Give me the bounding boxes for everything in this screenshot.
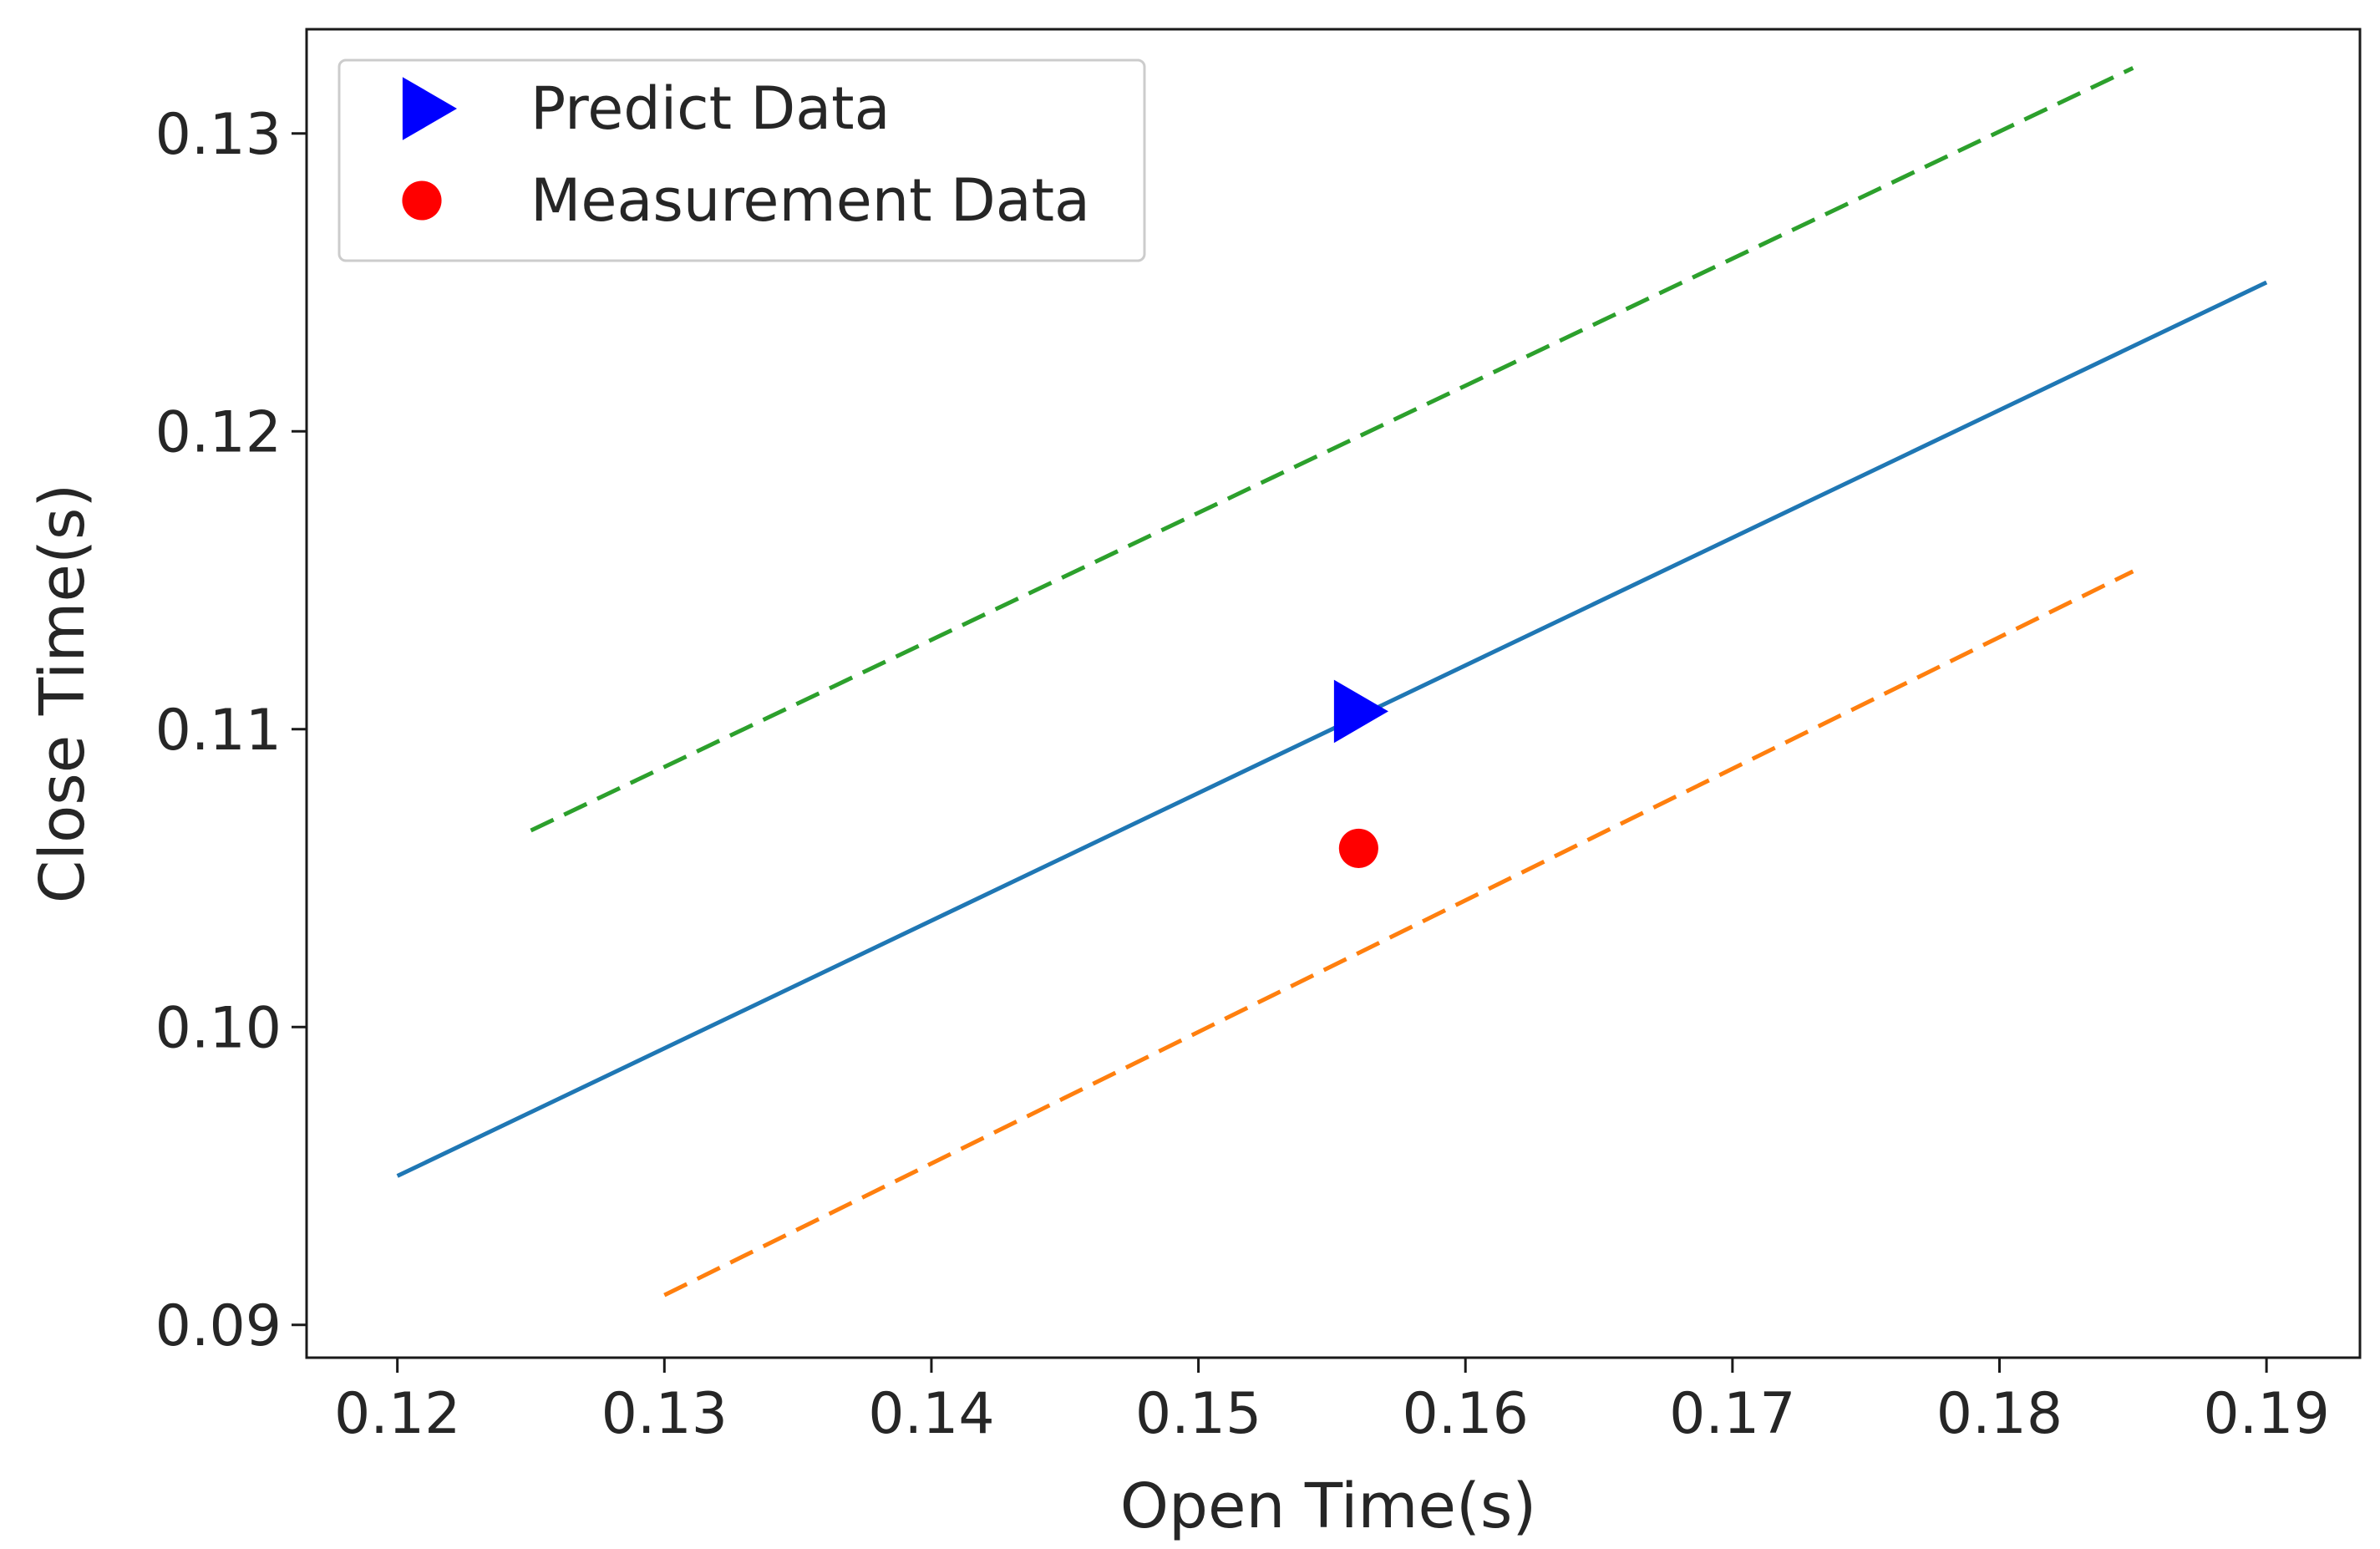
legend-label: Predict Data <box>530 74 891 143</box>
x-tick-label: 0.16 <box>1403 1381 1529 1447</box>
solid-line-0 <box>396 280 2268 1178</box>
x-tick-label: 0.19 <box>2203 1381 2329 1447</box>
y-axis-ticks: 0.09 0.10 0.11 0.12 0.13 <box>155 102 307 1359</box>
x-tick-label: 0.15 <box>1135 1381 1261 1447</box>
dashed-line-1 <box>530 66 2134 833</box>
legend-circle-icon <box>402 180 442 221</box>
data-layer <box>396 66 2268 1298</box>
measurement-point-0 <box>1338 828 1378 868</box>
legend: Predict Data Measurement Data <box>337 58 1146 262</box>
legend-box <box>337 58 1146 262</box>
x-axis-label: Open Time(s) <box>1120 1470 1537 1542</box>
predict-point-0 <box>1333 679 1388 744</box>
x-tick-label: 0.13 <box>601 1381 728 1447</box>
x-tick-label: 0.17 <box>1669 1381 1795 1447</box>
y-tick-label: 0.12 <box>155 399 282 465</box>
x-tick-label: 0.14 <box>868 1381 994 1447</box>
y-tick-label: 0.13 <box>155 102 282 168</box>
y-tick-label: 0.10 <box>155 995 282 1061</box>
dashed-line-2 <box>663 569 2134 1298</box>
legend-items: Predict Data Measurement Data <box>402 74 1090 235</box>
x-axis-ticks: 0.12 0.13 0.14 0.15 0.16 0.17 0.18 0.19 <box>334 1358 2330 1447</box>
plot-area-frame <box>305 28 2362 1359</box>
x-tick-label: 0.12 <box>334 1381 460 1447</box>
x-tick-label: 0.18 <box>1936 1381 2063 1447</box>
legend-triangle-icon <box>402 77 457 140</box>
y-axis-label: Close Time(s) <box>27 484 99 904</box>
y-tick-label: 0.11 <box>155 698 282 764</box>
legend-label: Measurement Data <box>530 166 1090 235</box>
y-tick-label: 0.09 <box>155 1293 282 1359</box>
